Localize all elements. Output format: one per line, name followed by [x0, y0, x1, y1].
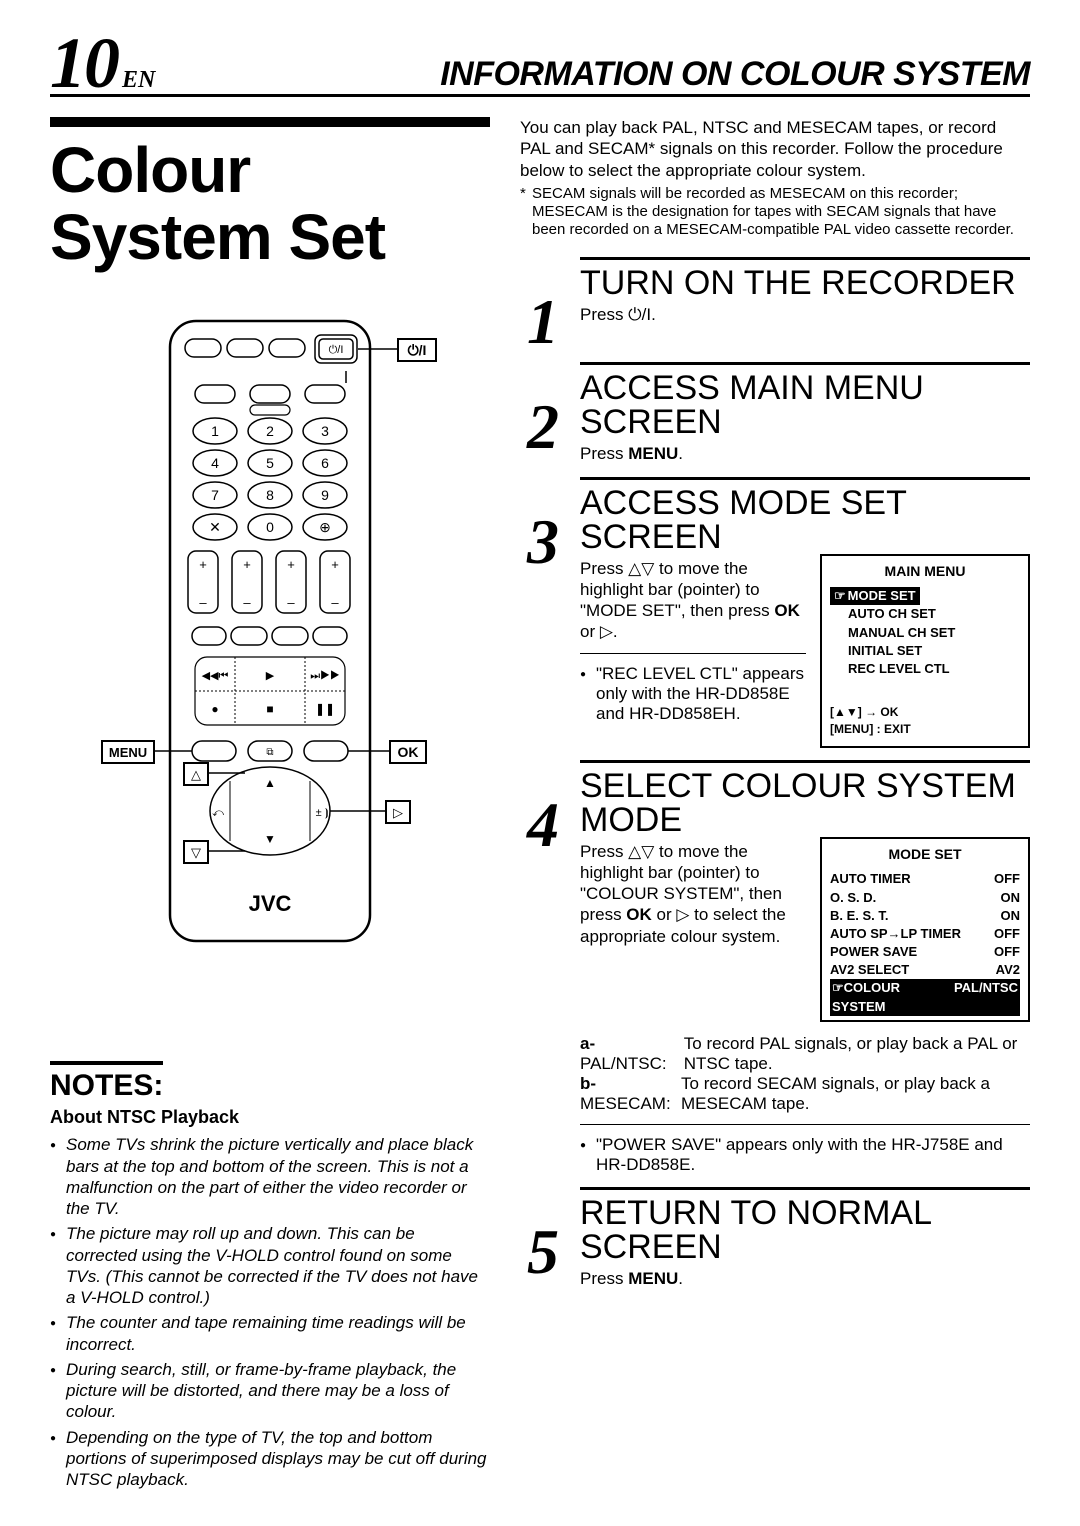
notes-section: NOTES: About NTSC Playback Some TVs shri…: [50, 1061, 490, 1490]
menu-highlight: MODE SET: [830, 587, 920, 605]
menu-footer-line: [MENU] : EXIT: [830, 721, 1020, 738]
menu-title: MAIN MENU: [830, 562, 1020, 582]
svg-text:3: 3: [321, 423, 329, 439]
menu-item: INITIAL SET: [830, 642, 1020, 660]
option-desc: To record PAL signals, or play back a PA…: [684, 1034, 1030, 1074]
header-title: INFORMATION ON COLOUR SYSTEM: [155, 55, 1030, 94]
menu-item: MANUAL CH SET: [830, 624, 1020, 642]
svg-text:◀◀⏮: ◀◀⏮: [202, 670, 229, 682]
note-item: Some TVs shrink the picture vertically a…: [50, 1134, 490, 1219]
step-text: Press MENU.: [580, 443, 1030, 464]
power-label: ⏻/I: [408, 342, 427, 358]
svg-text:1: 1: [211, 423, 219, 439]
note-item: During search, still, or frame-by-frame …: [50, 1359, 490, 1423]
notes-subheading: About NTSC Playback: [50, 1107, 490, 1128]
menu-item: REC LEVEL CTL: [830, 660, 1020, 678]
svg-text:–: –: [243, 595, 251, 610]
note-item: Depending on the type of TV, the top and…: [50, 1427, 490, 1491]
option-desc: To record SECAM signals, or play back a …: [681, 1074, 1030, 1114]
remote-illustration: ⏻/I ⏻/I: [50, 311, 490, 951]
svg-text:▽: ▽: [191, 845, 201, 860]
step-title: RETURN TO NORMAL SCREEN: [580, 1196, 1030, 1264]
note-item: The counter and tape remaining time read…: [50, 1312, 490, 1355]
svg-text:+: +: [243, 557, 251, 572]
page-lang: EN: [122, 67, 155, 93]
svg-text:⊕: ⊕: [319, 519, 331, 535]
svg-text:+: +: [331, 557, 339, 572]
svg-text:8: 8: [266, 487, 274, 503]
notes-heading: NOTES:: [50, 1061, 163, 1103]
svg-text:2: 2: [266, 423, 274, 439]
svg-text:JVC: JVC: [249, 891, 292, 916]
remote-svg: ⏻/I ⏻/I: [100, 311, 440, 951]
step-2: 2 ACCESS MAIN MENU SCREEN Press MENU.: [520, 362, 1030, 464]
step-1: 1 TURN ON THE RECORDER Press ⏻/I.: [520, 257, 1030, 351]
svg-text:▶: ▶: [266, 670, 275, 682]
svg-text:+: +: [199, 557, 207, 572]
svg-text:4: 4: [211, 455, 219, 471]
svg-text:●: ●: [211, 702, 218, 716]
intro-text: You can play back PAL, NTSC and MESECAM …: [520, 117, 1030, 181]
step-text: Press △▽ to move the highlight bar (poin…: [580, 841, 806, 947]
svg-text:⤺: ⤺: [212, 807, 224, 819]
svg-text:–: –: [331, 595, 339, 610]
step-title: ACCESS MODE SET SCREEN: [580, 486, 1030, 554]
svg-text:5: 5: [266, 455, 274, 471]
step-bullet: "REC LEVEL CTL" appears only with the HR…: [580, 664, 806, 724]
svg-text:+: +: [287, 557, 295, 572]
step-text: Press △▽ to move the highlight bar (poin…: [580, 558, 806, 643]
menu-highlight-row: ☞COLOUR SYSTEMPAL/NTSC: [830, 979, 1020, 1015]
step-number: 2: [520, 362, 566, 464]
step-number: 3: [520, 477, 566, 748]
menu-title: MODE SET: [830, 845, 1020, 865]
svg-text:± ⦘: ± ⦘: [316, 807, 329, 819]
svg-text:⧉: ⧉: [266, 747, 273, 758]
svg-text:▲: ▲: [264, 776, 276, 790]
page-number: 10: [50, 23, 118, 103]
svg-text:MENU: MENU: [109, 745, 147, 760]
svg-text:9: 9: [321, 487, 329, 503]
title-line-1: Colour: [50, 134, 250, 206]
svg-text:6: 6: [321, 455, 329, 471]
svg-text:⏭▶▶: ⏭▶▶: [310, 670, 340, 682]
svg-text:▼: ▼: [264, 832, 276, 846]
svg-text:▷: ▷: [393, 805, 403, 820]
menu-footer-line: [▲▼] → OK: [830, 704, 1020, 721]
svg-text:✕: ✕: [209, 519, 221, 535]
step-number: 1: [520, 257, 566, 351]
step-3: 3 ACCESS MODE SET SCREEN Press △▽ to mov…: [520, 477, 1030, 748]
title-line-2: System Set: [50, 201, 385, 273]
svg-text:–: –: [287, 595, 295, 610]
step-text: Press MENU.: [580, 1268, 1030, 1289]
notes-list: Some TVs shrink the picture vertically a…: [50, 1134, 490, 1490]
svg-text:△: △: [191, 767, 201, 782]
step-4: 4 SELECT COLOUR SYSTEM MODE Press △▽ to …: [520, 760, 1030, 1175]
step-text: Press ⏻/I.: [580, 304, 1030, 325]
step-title: TURN ON THE RECORDER: [580, 266, 1030, 300]
svg-text:❚❚: ❚❚: [315, 702, 335, 716]
page-number-block: 10EN: [50, 35, 155, 94]
intro-footnote: SECAM signals will be recorded as MESECA…: [520, 185, 1030, 239]
menu-item: AUTO CH SET: [830, 605, 1020, 623]
page-header: 10EN INFORMATION ON COLOUR SYSTEM: [50, 35, 1030, 97]
step-number: 4: [520, 760, 566, 1175]
mode-set-box: MODE SET AUTO TIMEROFF O. S. D.ON B. E. …: [820, 837, 1030, 1022]
svg-text:⏻/I: ⏻/I: [329, 344, 344, 356]
note-item: The picture may roll up and down. This c…: [50, 1223, 490, 1308]
step-title: SELECT COLOUR SYSTEM MODE: [580, 769, 1030, 837]
svg-text:7: 7: [211, 487, 219, 503]
svg-text:–: –: [199, 595, 207, 610]
main-menu-box: MAIN MENU MODE SET AUTO CH SET MANUAL CH…: [820, 554, 1030, 748]
svg-text:■: ■: [266, 702, 273, 716]
step-title: ACCESS MAIN MENU SCREEN: [580, 371, 1030, 439]
step-bullet: "POWER SAVE" appears only with the HR-J7…: [580, 1135, 1030, 1175]
svg-text:0: 0: [266, 519, 274, 535]
colour-options: a- PAL/NTSC: To record PAL signals, or p…: [580, 1034, 1030, 1114]
svg-text:OK: OK: [398, 744, 419, 760]
step-5: 5 RETURN TO NORMAL SCREEN Press MENU.: [520, 1187, 1030, 1289]
section-title: Colour System Set: [50, 117, 490, 271]
step-number: 5: [520, 1187, 566, 1289]
